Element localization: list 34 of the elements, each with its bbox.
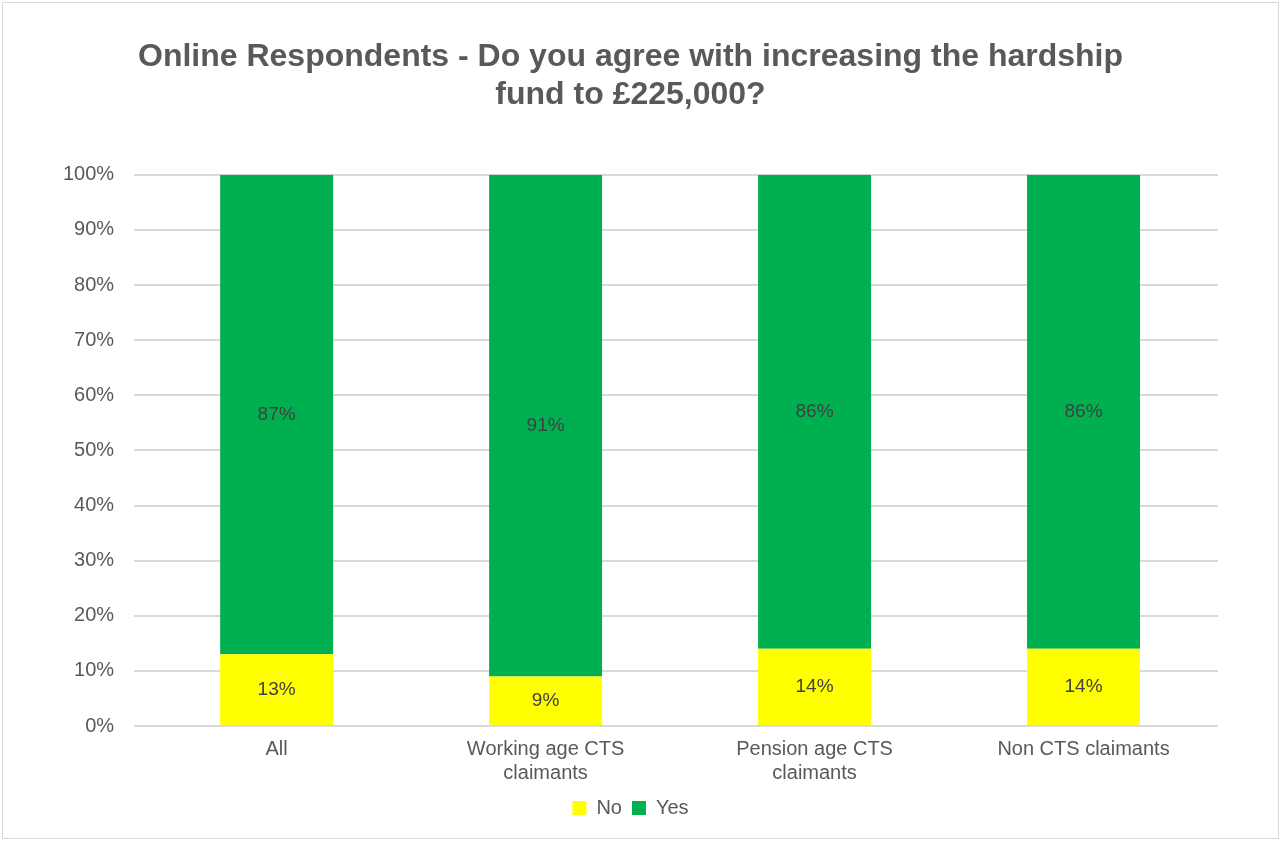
bar (220, 174, 334, 655)
chart-title: Online Respondents - Do you agree with increasing the hardship fund to £225,000? (137, 37, 1124, 112)
data-label: 91% (526, 413, 565, 435)
x-tick-label: All (265, 736, 288, 759)
legend-label: No (596, 795, 622, 818)
y-tick-label: 30% (74, 548, 115, 571)
x-tick-label: Non CTS claimants (997, 736, 1170, 759)
data-label: 13% (257, 677, 296, 699)
y-tick-label: 0% (85, 713, 115, 736)
bar (758, 648, 872, 725)
bar (1027, 174, 1140, 649)
data-label: 14% (795, 675, 834, 697)
y-tick-label: 10% (74, 658, 115, 681)
bar (220, 654, 334, 725)
y-tick-label: 80% (74, 272, 115, 295)
y-tick-label: 50% (74, 437, 115, 460)
y-tick-label: 60% (74, 382, 115, 405)
y-tick-label: 70% (74, 327, 115, 350)
y-tick-label: 20% (74, 603, 115, 626)
legend-label: Yes (655, 795, 689, 818)
data-label: 14% (1064, 675, 1103, 697)
data-label: 86% (795, 400, 834, 422)
bar (758, 174, 872, 649)
bar (1027, 648, 1140, 725)
x-tick-label: Working age CTS claimants (466, 736, 625, 783)
data-label: 87% (257, 402, 296, 424)
data-label: 9% (531, 688, 560, 710)
bar (489, 676, 603, 725)
bar (489, 174, 603, 677)
y-tick-label: 40% (74, 493, 115, 516)
y-tick-label: 90% (74, 217, 115, 240)
x-tick-label: Pension age CTS claimants (736, 736, 893, 783)
y-tick-label: 100% (63, 162, 115, 185)
data-label: 86% (1064, 400, 1103, 422)
